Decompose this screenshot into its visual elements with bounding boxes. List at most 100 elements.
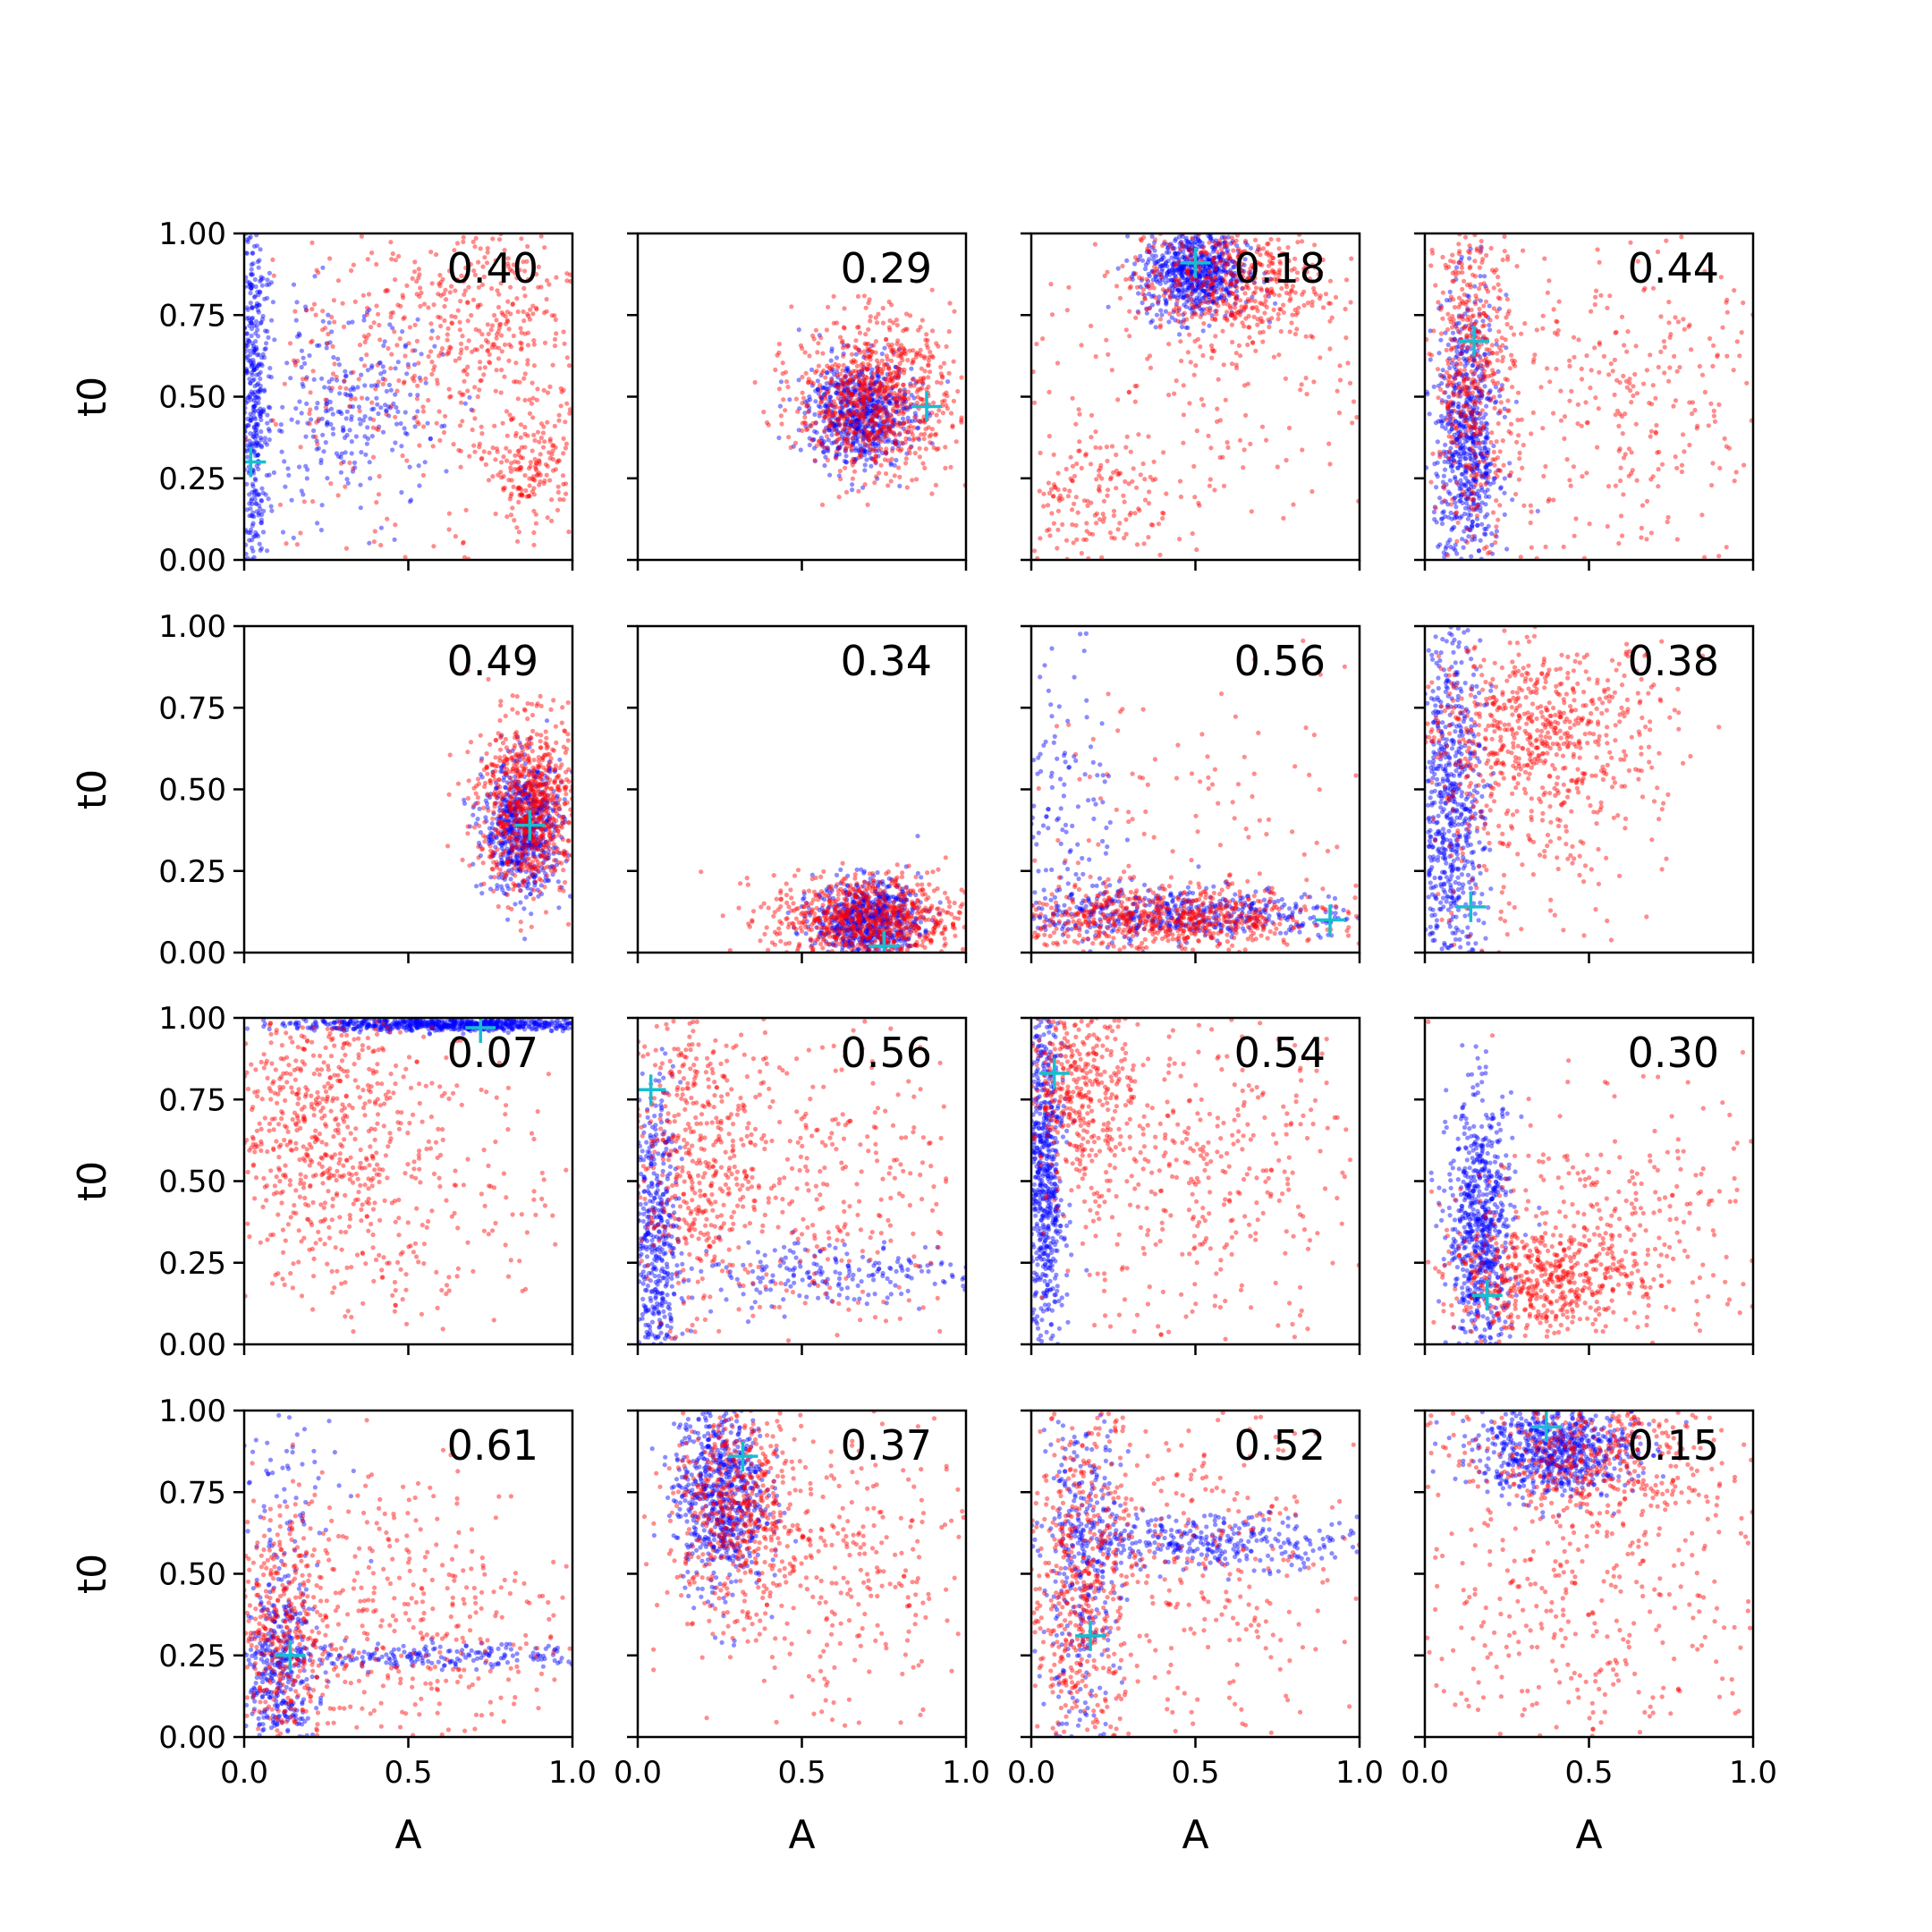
blue-point bbox=[1227, 283, 1233, 288]
blue-point bbox=[1425, 392, 1430, 397]
red-point bbox=[1486, 359, 1492, 364]
blue-point bbox=[248, 282, 253, 288]
blue-point bbox=[1230, 239, 1235, 244]
blue-point bbox=[257, 411, 262, 417]
red-point bbox=[1038, 450, 1043, 455]
red-point bbox=[1246, 270, 1251, 275]
blue-point bbox=[1465, 293, 1470, 299]
red-point bbox=[908, 384, 913, 389]
red-point bbox=[525, 361, 530, 367]
red-point bbox=[902, 396, 907, 402]
blue-point bbox=[1464, 335, 1470, 341]
red-point bbox=[417, 272, 422, 277]
blue-point bbox=[244, 331, 250, 336]
blue-point bbox=[1139, 277, 1144, 283]
red-point bbox=[316, 416, 321, 421]
blue-point bbox=[245, 422, 250, 428]
red-point bbox=[544, 296, 549, 302]
red-point bbox=[567, 407, 572, 412]
blue-point bbox=[1456, 429, 1462, 435]
red-point bbox=[810, 420, 816, 426]
red-point bbox=[1192, 495, 1198, 500]
blue-point bbox=[854, 427, 860, 432]
red-point bbox=[376, 427, 381, 432]
red-point bbox=[891, 369, 896, 375]
red-point bbox=[292, 309, 298, 314]
blue-point bbox=[1470, 409, 1476, 414]
blue-point bbox=[873, 461, 878, 466]
red-point bbox=[1232, 259, 1237, 265]
red-point bbox=[1469, 487, 1474, 494]
red-point bbox=[1075, 510, 1080, 515]
blue-point bbox=[1192, 239, 1198, 245]
blue-point bbox=[256, 265, 261, 270]
blue-point bbox=[892, 462, 897, 468]
blue-point bbox=[1201, 264, 1207, 269]
blue-point bbox=[832, 372, 837, 377]
blue-point bbox=[897, 388, 902, 394]
blue-point bbox=[256, 302, 261, 308]
blue-point bbox=[1176, 288, 1182, 293]
blue-point bbox=[866, 367, 871, 372]
blue-point bbox=[392, 537, 397, 542]
blue-point bbox=[843, 369, 849, 374]
blue-point bbox=[854, 427, 860, 432]
red-point bbox=[515, 448, 521, 454]
red-point bbox=[486, 331, 491, 336]
red-point bbox=[1136, 506, 1141, 512]
blue-point bbox=[1450, 526, 1455, 531]
red-point bbox=[1269, 267, 1275, 273]
red-point bbox=[1233, 351, 1239, 356]
red-point bbox=[516, 485, 521, 490]
red-point bbox=[465, 300, 470, 306]
blue-point bbox=[887, 392, 893, 397]
blue-point bbox=[368, 416, 373, 421]
blue-point bbox=[796, 327, 801, 333]
blue-point bbox=[1191, 297, 1197, 302]
blue-point bbox=[1473, 421, 1479, 427]
red-point bbox=[390, 309, 396, 315]
red-point bbox=[834, 320, 840, 326]
red-point bbox=[902, 396, 908, 402]
blue-point bbox=[244, 341, 250, 346]
red-point bbox=[410, 348, 415, 353]
blue-point bbox=[256, 352, 261, 358]
blue-point bbox=[850, 423, 856, 428]
blue-point bbox=[1479, 487, 1485, 493]
blue-point bbox=[868, 409, 873, 414]
red-point bbox=[873, 453, 878, 459]
blue-point bbox=[339, 451, 344, 456]
red-point bbox=[437, 284, 443, 289]
blue-point bbox=[258, 517, 264, 522]
blue-point bbox=[905, 429, 911, 435]
red-point bbox=[457, 390, 462, 395]
red-point bbox=[844, 343, 851, 348]
blue-point bbox=[247, 377, 252, 382]
blue-point bbox=[1459, 486, 1464, 491]
red-point bbox=[1474, 513, 1480, 519]
blue-point bbox=[1144, 284, 1150, 290]
red-point bbox=[834, 384, 839, 389]
blue-point bbox=[1441, 550, 1446, 555]
blue-point bbox=[1171, 309, 1176, 315]
blue-point bbox=[250, 411, 257, 416]
blue-point bbox=[857, 423, 863, 428]
blue-point bbox=[1267, 319, 1273, 325]
blue-point bbox=[1177, 267, 1182, 272]
blue-point bbox=[352, 386, 357, 392]
blue-point bbox=[387, 405, 393, 411]
blue-point bbox=[776, 435, 782, 441]
red-point bbox=[916, 436, 921, 441]
red-point bbox=[861, 394, 867, 399]
red-point bbox=[430, 444, 436, 449]
red-point bbox=[438, 350, 444, 355]
red-point bbox=[1224, 260, 1229, 266]
blue-point bbox=[324, 401, 330, 407]
blue-point bbox=[1449, 427, 1454, 432]
red-point bbox=[1167, 296, 1173, 301]
blue-point bbox=[267, 437, 272, 443]
blue-point bbox=[844, 416, 851, 421]
red-point bbox=[364, 335, 369, 341]
blue-point bbox=[1451, 453, 1456, 458]
blue-point bbox=[863, 433, 869, 438]
